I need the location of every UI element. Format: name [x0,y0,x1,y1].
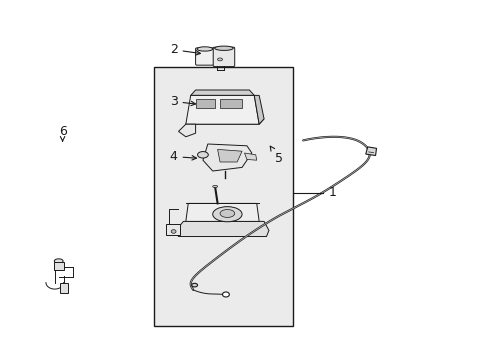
Polygon shape [185,95,259,124]
Polygon shape [365,147,376,156]
Polygon shape [176,221,268,237]
Bar [166,224,180,235]
Text: 6: 6 [59,125,66,141]
Ellipse shape [191,283,197,287]
Bar [220,99,242,108]
Bar [60,283,68,293]
Polygon shape [203,144,251,171]
Text: 5: 5 [270,146,282,165]
Text: 2: 2 [169,43,200,56]
Ellipse shape [197,47,212,51]
Ellipse shape [212,185,217,188]
Ellipse shape [212,207,242,222]
Ellipse shape [171,230,176,233]
Polygon shape [54,262,63,270]
Polygon shape [185,119,264,124]
Ellipse shape [220,210,234,217]
FancyBboxPatch shape [195,48,214,65]
FancyBboxPatch shape [213,47,234,67]
Ellipse shape [222,292,229,297]
Text: 1: 1 [328,186,336,199]
Polygon shape [254,95,264,124]
Polygon shape [244,153,256,160]
Text: 4: 4 [169,150,196,163]
Polygon shape [178,124,195,137]
Polygon shape [185,203,259,221]
Ellipse shape [197,152,208,158]
Polygon shape [190,90,254,95]
Bar [154,67,293,326]
Ellipse shape [217,58,222,61]
Ellipse shape [214,46,233,50]
Ellipse shape [54,259,63,263]
Polygon shape [217,149,242,162]
Text: 3: 3 [169,95,195,108]
Bar [195,99,215,108]
